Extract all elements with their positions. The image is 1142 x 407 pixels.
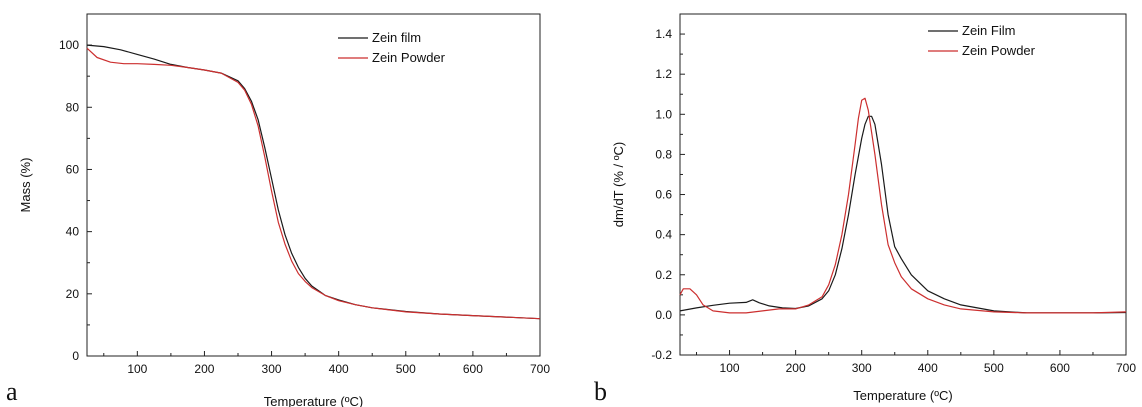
x-tick-label: 400 bbox=[918, 361, 938, 375]
x-tick-label: 700 bbox=[1116, 361, 1136, 375]
y-tick-label: 0.4 bbox=[655, 228, 672, 242]
legend-label-zein-film: Zein film bbox=[372, 30, 421, 45]
y-tick-label: 60 bbox=[66, 162, 80, 176]
x-tick-label: 100 bbox=[720, 361, 740, 375]
x-tick-label: 100 bbox=[127, 362, 147, 376]
x-tick-label: 600 bbox=[1050, 361, 1070, 375]
y-tick-label: 0.8 bbox=[655, 147, 672, 161]
series-line-zein-powder bbox=[679, 97, 1127, 314]
x-axis-label: Temperature (ºC) bbox=[853, 388, 952, 403]
x-tick-label: 300 bbox=[262, 362, 282, 376]
y-tick-label: 0.6 bbox=[655, 188, 672, 202]
series-line-zein-powder bbox=[86, 47, 541, 320]
x-axis-label: Temperature (ºC) bbox=[264, 394, 363, 407]
y-axis-label: Mass (%) bbox=[18, 158, 33, 213]
y-tick-label: 1.2 bbox=[655, 67, 672, 81]
x-tick-label: 200 bbox=[194, 362, 214, 376]
y-tick-label: 1.0 bbox=[655, 107, 672, 121]
plot-frame bbox=[86, 13, 541, 357]
legend-label-zein-film: Zein Film bbox=[962, 23, 1015, 38]
panel-b-letter: b bbox=[594, 377, 607, 406]
x-tick-label: 400 bbox=[329, 362, 349, 376]
y-tick-label: 80 bbox=[66, 100, 80, 114]
x-tick-label: 500 bbox=[984, 361, 1004, 375]
plot-frame bbox=[679, 13, 1127, 356]
legend-label-zein-powder: Zein Powder bbox=[962, 43, 1036, 58]
panel-a-letter: a bbox=[6, 377, 18, 406]
x-tick-label: 700 bbox=[530, 362, 550, 376]
x-tick-label: 500 bbox=[396, 362, 416, 376]
series-line-zein-film bbox=[679, 115, 1127, 314]
x-tick-label: 600 bbox=[463, 362, 483, 376]
y-tick-label: 1.4 bbox=[655, 27, 672, 41]
y-tick-label: 20 bbox=[66, 287, 80, 301]
y-tick-label: 100 bbox=[59, 38, 79, 52]
y-tick-label: -0.2 bbox=[651, 348, 672, 362]
panel-a-thermogravimetric-chart: 100 200 300 400 500 600 700 0 20 40 60 80 100 Tempera… bbox=[18, 13, 550, 407]
y-tick-label: 0.2 bbox=[655, 268, 672, 282]
y-tick-label: 0.0 bbox=[655, 308, 672, 322]
legend-label-zein-powder: Zein Powder bbox=[372, 50, 446, 65]
x-tick-label: 300 bbox=[852, 361, 872, 375]
x-tick-label: 200 bbox=[786, 361, 806, 375]
y-tick-label: 0 bbox=[72, 349, 79, 363]
y-axis-label: dm/dT (% / ºC) bbox=[611, 142, 626, 227]
series-line-zein-film bbox=[86, 44, 541, 320]
y-tick-label: 40 bbox=[66, 225, 80, 239]
panel-b-derivative-chart: 100 200 300 400 500 600 700 -0.2 0.0 0.2 0.4 0.6 0.8… bbox=[611, 13, 1136, 403]
